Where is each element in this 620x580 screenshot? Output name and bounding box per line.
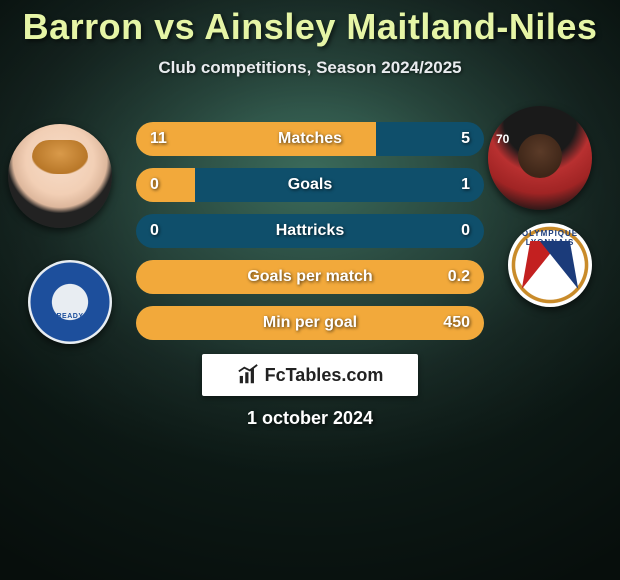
stat-value-left: 11 (150, 122, 167, 156)
page-title: Barron vs Ainsley Maitland-Niles (0, 0, 620, 48)
player-left-avatar (8, 124, 112, 228)
content-root: Barron vs Ainsley Maitland-Niles Club co… (0, 0, 620, 580)
stat-value-right: 5 (461, 122, 470, 156)
subtitle: Club competitions, Season 2024/2025 (0, 58, 620, 78)
player-right-avatar (488, 106, 592, 210)
stat-value-right: 0 (461, 214, 470, 248)
stat-value-right: 0.2 (448, 260, 470, 294)
stat-value-right: 450 (443, 306, 470, 340)
date-text: 1 october 2024 (0, 408, 620, 429)
stat-bars: Matches115Goals01Hattricks00Goals per ma… (136, 122, 484, 340)
club-left-badge (28, 260, 112, 344)
brand-chart-icon (237, 364, 259, 386)
stat-label: Hattricks (136, 214, 484, 248)
stat-row: Hattricks0 0 (136, 214, 484, 248)
brand-text: FcTables.com (265, 365, 384, 386)
stat-row: Goals per match0.2 (136, 260, 484, 294)
club-right-badge: OLYMPIQUE LYONNAIS (508, 223, 592, 307)
stat-row: Goals0 1 (136, 168, 484, 202)
stat-value-right: 1 (461, 168, 470, 202)
stat-label: Goals per match (136, 260, 484, 294)
stat-row: Min per goal450 (136, 306, 484, 340)
stat-value-left: 0 (150, 168, 159, 202)
stat-label: Matches (136, 122, 484, 156)
brand-box: FcTables.com (202, 354, 418, 396)
stat-label: Goals (136, 168, 484, 202)
stat-label: Min per goal (136, 306, 484, 340)
stat-value-left: 0 (150, 214, 159, 248)
stat-row: Matches11 5 (136, 122, 484, 156)
